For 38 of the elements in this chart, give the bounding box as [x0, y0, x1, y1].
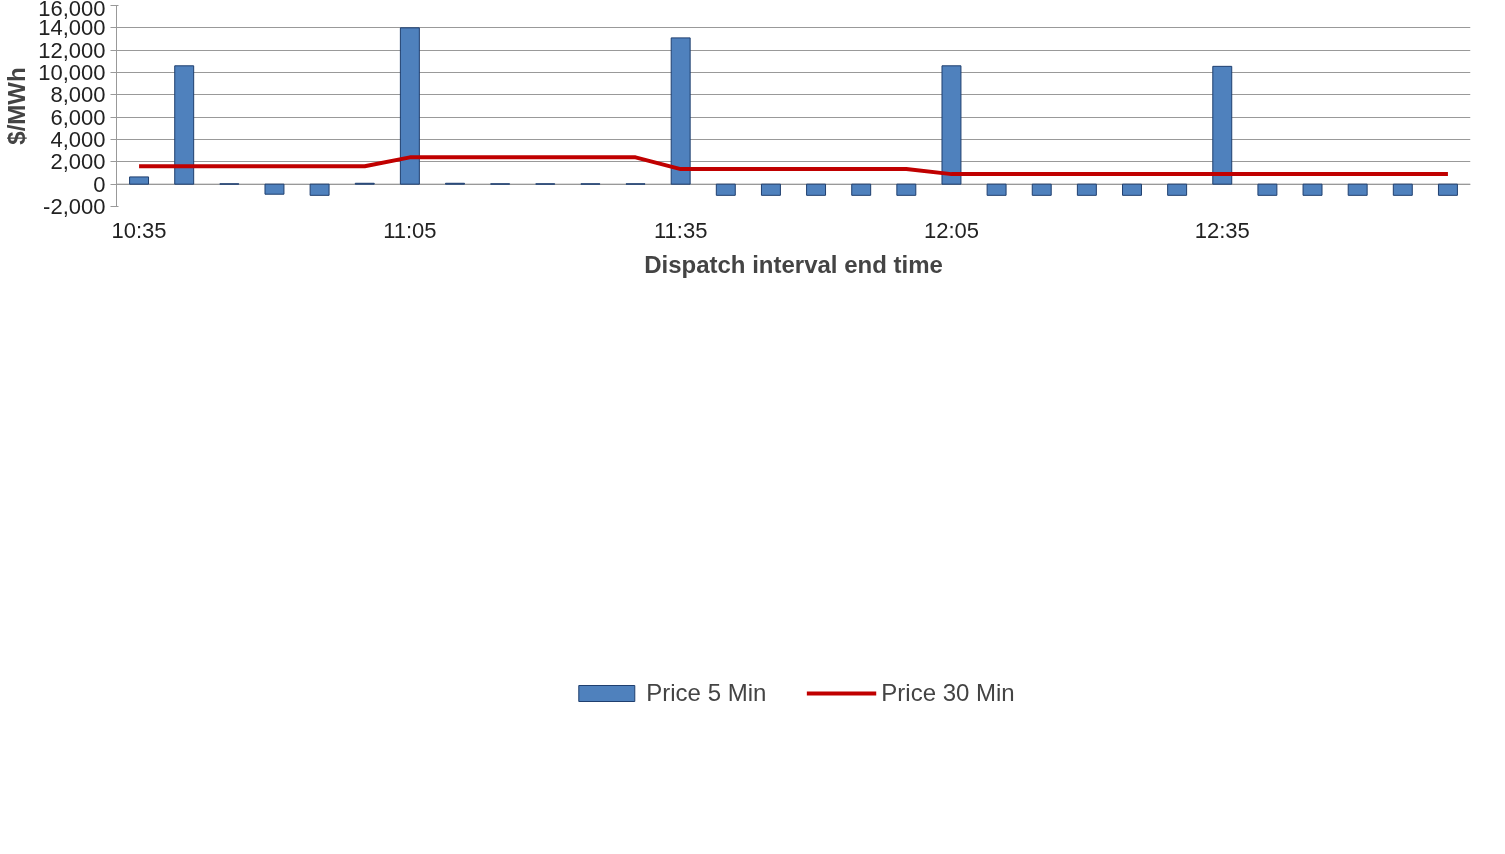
bar	[399, 27, 420, 185]
bar	[1122, 183, 1142, 196]
y-axis-title: $/MWh	[3, 67, 31, 145]
bar	[1031, 183, 1052, 196]
bar	[309, 183, 330, 196]
bar	[670, 37, 691, 185]
bar	[760, 183, 781, 196]
legend-label: Price 5 Min	[646, 679, 767, 707]
bar	[174, 65, 195, 185]
x-axis-title: Dispatch interval end time	[644, 250, 943, 278]
line-series	[137, 155, 1450, 177]
bar	[1076, 183, 1097, 196]
bar	[1302, 183, 1323, 196]
bar	[806, 183, 827, 196]
y-tick-label: 4,000	[50, 127, 106, 152]
x-tick-label: 12:05	[923, 217, 979, 243]
y-tick-label: -2,000	[43, 194, 106, 219]
y-tick-label: 16,000	[38, 0, 106, 21]
bar	[715, 183, 736, 196]
x-tick-label: 11:35	[653, 217, 708, 243]
bar	[1167, 183, 1188, 196]
bar	[986, 183, 1007, 196]
bar	[851, 183, 872, 196]
bar	[129, 176, 150, 185]
bar	[1347, 183, 1368, 196]
x-tick-label: 10:35	[111, 217, 167, 243]
bar	[941, 65, 962, 185]
legend-label: Price 30 Min	[881, 679, 1015, 707]
bar	[1437, 183, 1458, 196]
bar	[1212, 65, 1233, 185]
x-tick-label: 12:35	[1194, 217, 1250, 243]
bar	[1257, 183, 1278, 196]
y-tick-label: 10,000	[38, 60, 106, 85]
bar	[896, 183, 917, 196]
y-tick-label: 12,000	[38, 37, 106, 63]
x-tick-label: 11:05	[383, 217, 437, 243]
bar	[264, 183, 285, 195]
bar	[1392, 183, 1413, 196]
